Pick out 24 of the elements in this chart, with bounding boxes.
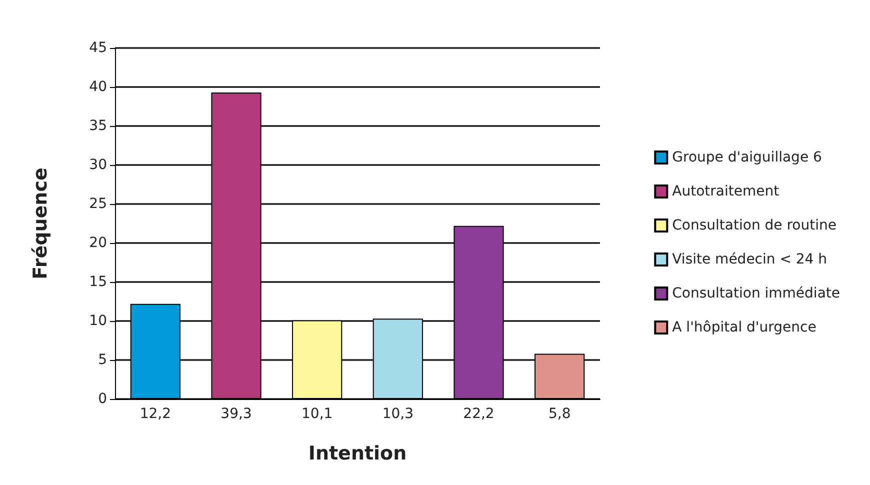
legend-label: A l'hôpital d'urgence (672, 320, 816, 336)
y-tick-label: 25 (89, 196, 107, 212)
y-tick-label: 40 (89, 79, 107, 95)
legend-label: Visite médecin < 24 h (672, 252, 828, 268)
legend-label: Consultation de routine (672, 218, 836, 234)
legend-label: Groupe d'aiguillage 6 (672, 150, 822, 166)
x-axis-title: Intention (308, 442, 407, 464)
x-tick-label: 10,3 (382, 406, 414, 422)
y-tick-label: 10 (89, 313, 107, 329)
y-tick-label: 15 (89, 274, 107, 290)
x-tick-label: 5,8 (548, 406, 571, 422)
y-tick-label: 0 (98, 391, 107, 407)
y-tick-label: 20 (89, 235, 107, 251)
x-tick-label: 10,1 (301, 406, 333, 422)
legend-label: Autotraitement (672, 184, 780, 200)
y-tick-label: 35 (89, 118, 107, 134)
x-tick-label: 39,3 (220, 406, 252, 422)
y-axis-title: Fréquence (30, 168, 52, 280)
x-tick-label: 22,2 (463, 406, 494, 422)
legend-label: Consultation immédiate (672, 286, 840, 302)
y-tick-label: 30 (89, 157, 107, 173)
x-tick-label: 12,2 (140, 406, 172, 422)
y-tick-label: 5 (98, 352, 107, 368)
y-tick-label: 45 (89, 40, 107, 56)
